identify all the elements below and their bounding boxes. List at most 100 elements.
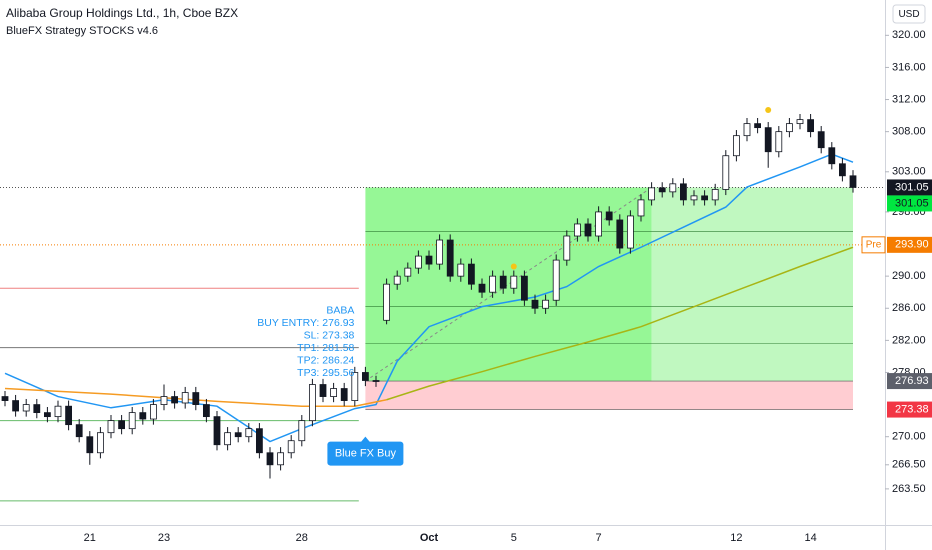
candle-body — [764, 127, 772, 153]
candle-body — [192, 392, 200, 405]
candle-body — [627, 215, 634, 249]
candle-body — [849, 175, 857, 188]
x-tick-label: Oct — [420, 532, 439, 544]
signal-dot — [510, 263, 517, 270]
candle-body — [22, 404, 30, 412]
signal-box — [327, 441, 404, 466]
candle-body — [563, 235, 571, 261]
candle-body — [97, 432, 104, 454]
candle-body — [531, 299, 539, 309]
candle-body — [584, 223, 592, 237]
candle-body — [245, 428, 253, 438]
candle-body — [796, 119, 804, 125]
candle-body — [298, 420, 306, 442]
pre-tag-label: Pre — [866, 239, 882, 250]
x-tick-label: 5 — [511, 532, 517, 544]
candle-body — [457, 263, 465, 277]
pre-badge-label: 293.90 — [895, 239, 929, 251]
pre-badge — [887, 236, 932, 253]
candle-body — [213, 416, 221, 446]
candle-body — [287, 440, 295, 454]
y-tick-label: 290.00 — [892, 270, 926, 282]
y-tick-label: 270.00 — [892, 431, 926, 443]
candle-body — [733, 135, 740, 157]
info-text: TP1: 281.58 — [297, 342, 354, 354]
candle-body — [499, 275, 507, 289]
candle-body — [542, 299, 549, 309]
loss-zone — [365, 381, 853, 410]
candle-body — [552, 259, 560, 301]
candle-body — [605, 211, 613, 221]
y-tick-label: 312.00 — [892, 93, 926, 105]
candle-body — [786, 123, 793, 133]
price-badge-label: 301.05 — [895, 197, 929, 209]
candle-body — [616, 219, 624, 249]
moving-average — [4, 387, 387, 407]
candle-body — [107, 420, 115, 434]
candle-body — [12, 400, 20, 412]
y-tick-label: 266.50 — [892, 459, 926, 471]
candle-body — [54, 405, 62, 418]
candle-body — [637, 199, 645, 217]
candle-body — [86, 436, 94, 454]
candle-body — [149, 404, 157, 420]
moving-average — [4, 153, 854, 443]
candle-body — [33, 404, 41, 414]
x-tick-label: 23 — [158, 532, 170, 544]
candle-body — [224, 432, 232, 446]
candle-body — [574, 223, 581, 237]
candle-body — [669, 183, 677, 193]
price-badge — [887, 179, 932, 196]
candle-body — [181, 392, 189, 404]
candle-body — [658, 187, 666, 193]
y-tick-label: 316.00 — [892, 61, 926, 73]
candle-body — [478, 283, 486, 293]
candle-body — [44, 412, 51, 418]
candle-body — [351, 372, 359, 401]
candle-body — [139, 412, 147, 420]
candle-body — [255, 428, 263, 454]
candle-body — [722, 155, 730, 190]
candle-body — [372, 380, 380, 382]
currency[interactable]: USD — [898, 9, 919, 20]
candle-body — [340, 388, 348, 401]
candle-body — [319, 384, 327, 397]
y-tick-label: 308.00 — [892, 126, 926, 138]
candle-body — [65, 405, 72, 426]
candle-body — [436, 239, 444, 265]
currency-box[interactable] — [892, 4, 926, 24]
candle-body — [330, 388, 338, 397]
price-badge — [887, 195, 932, 212]
candle-body — [393, 275, 401, 285]
moving-average — [386, 246, 854, 401]
candle-body — [1, 396, 9, 401]
candle-body — [404, 267, 412, 277]
signal-label: Blue FX Buy — [335, 447, 397, 459]
x-tick-label: 28 — [296, 532, 308, 544]
candle-body — [807, 119, 814, 133]
y-tick-label: 286.00 — [892, 302, 926, 314]
x-tick-label: 21 — [84, 532, 96, 544]
candle-body — [510, 275, 518, 289]
candle-body — [467, 263, 475, 285]
signal-dot — [765, 106, 772, 113]
chart-title: Alibaba Group Holdings Ltd., 1h, Cboe BZ… — [6, 6, 238, 20]
candle-body — [489, 275, 497, 293]
candle-body — [118, 420, 125, 430]
price-badge-label: 301.05 — [895, 181, 929, 193]
info-text: TP2: 286.24 — [297, 354, 354, 366]
candle-body — [160, 396, 168, 405]
candle-body — [128, 412, 136, 430]
candle-body — [754, 123, 761, 129]
candle-body — [234, 432, 242, 438]
candle-body — [521, 275, 528, 301]
candle-body — [414, 255, 422, 269]
x-tick-label: 12 — [730, 532, 742, 544]
candle-body — [648, 187, 655, 201]
price-badge — [887, 373, 932, 390]
candle-body — [383, 283, 391, 321]
info-text: TP3: 295.56 — [297, 367, 354, 379]
candle-body — [775, 131, 783, 153]
candle-body — [446, 239, 454, 277]
